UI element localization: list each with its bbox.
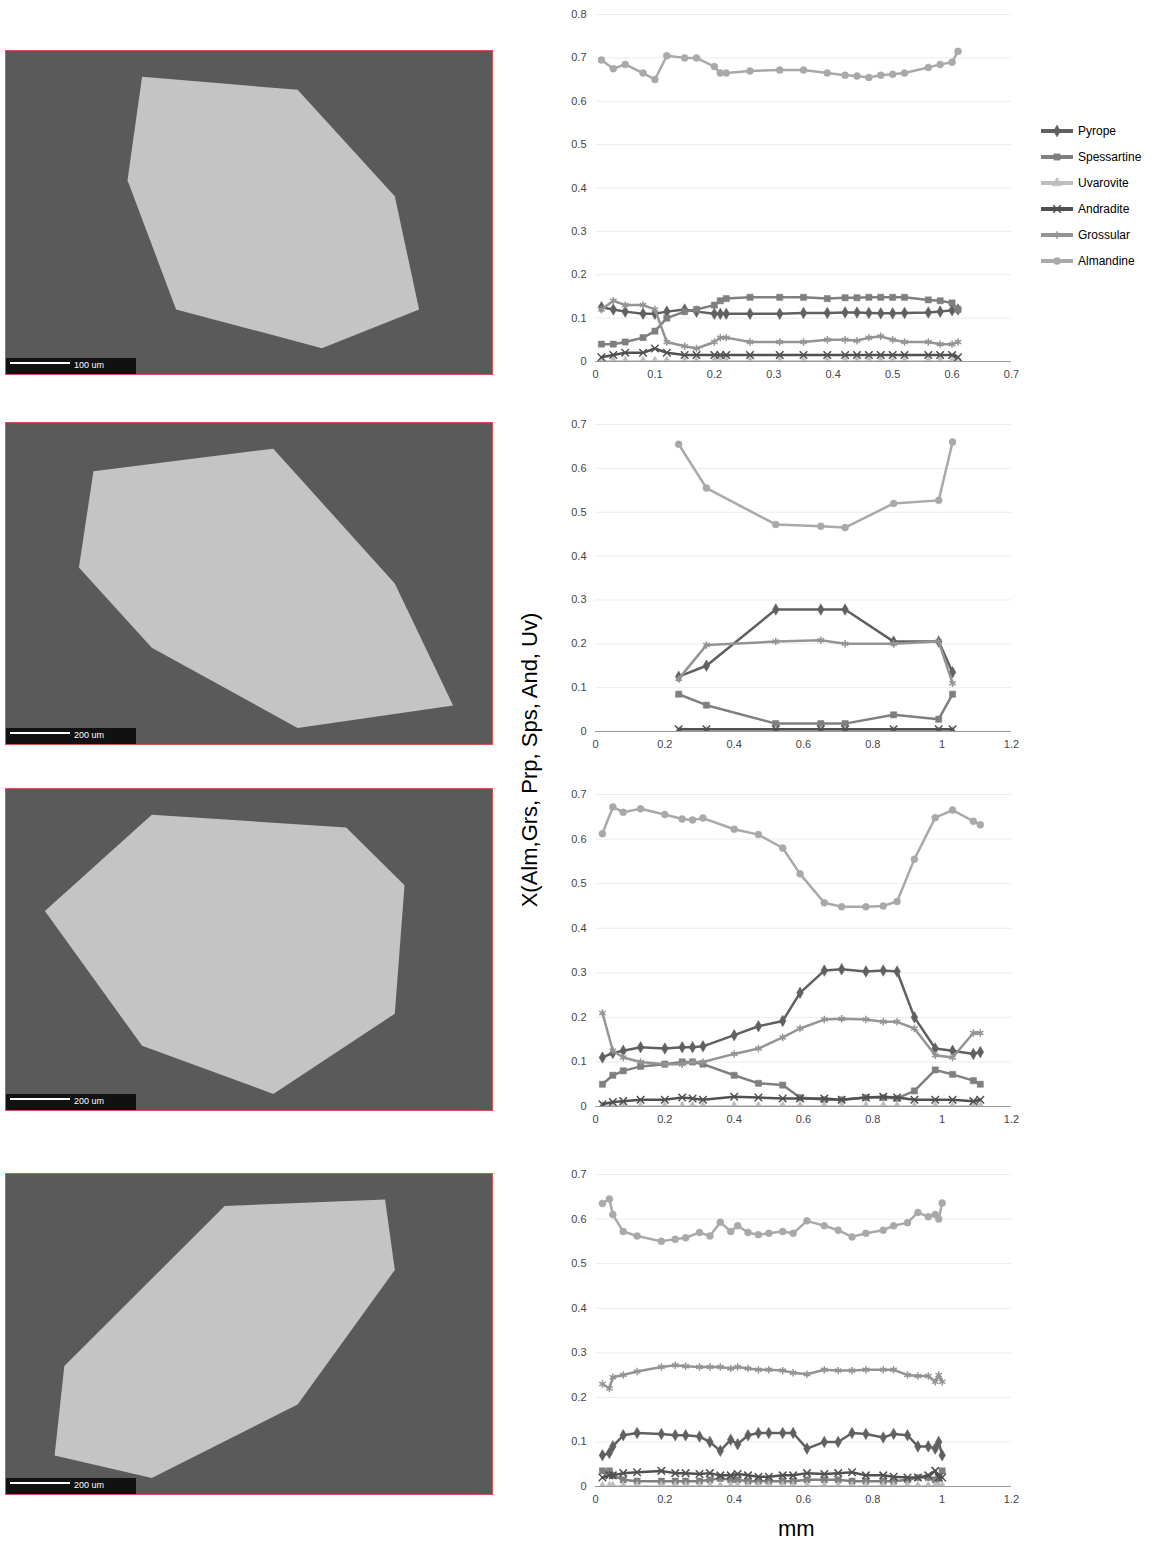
svg-text:0.1: 0.1 <box>571 681 586 693</box>
svg-text:0.4: 0.4 <box>727 738 742 750</box>
svg-text:0.6: 0.6 <box>571 833 586 845</box>
svg-text:0.3: 0.3 <box>571 593 586 605</box>
html-text:100 um: 100 um <box>74 360 104 370</box>
svg-text:0: 0 <box>580 1480 586 1492</box>
svg-text:0.4: 0.4 <box>571 922 586 934</box>
svg-text:1: 1 <box>939 738 945 750</box>
html-text:200 um: 200 um <box>74 1480 104 1490</box>
svg-text:0.6: 0.6 <box>944 368 959 380</box>
svg-text:0.4: 0.4 <box>571 550 586 562</box>
svg-text:0.2: 0.2 <box>571 1391 586 1403</box>
svg-text:0: 0 <box>592 738 598 750</box>
svg-text:0.6: 0.6 <box>571 462 586 474</box>
svg-text:0.2: 0.2 <box>657 1493 672 1505</box>
html-text:X(Alm,Grs, Prp, Sps, And, Uv): X(Alm,Grs, Prp, Sps, And, Uv) <box>517 612 542 908</box>
svg-text:0.5: 0.5 <box>571 138 586 150</box>
svg-text:0.8: 0.8 <box>865 1113 880 1125</box>
svg-text:0.6: 0.6 <box>796 1493 811 1505</box>
svg-text:0.1: 0.1 <box>571 1055 586 1067</box>
svg-text:0: 0 <box>580 725 586 737</box>
svg-text:0.2: 0.2 <box>657 1113 672 1125</box>
html-text:Grossular: Grossular <box>1078 228 1130 242</box>
html-text:Almandine: Almandine <box>1078 254 1135 268</box>
svg-text:1.2: 1.2 <box>1004 738 1019 750</box>
svg-text:0.4: 0.4 <box>571 1302 586 1314</box>
svg-text:0.1: 0.1 <box>571 1435 586 1447</box>
svg-text:0.1: 0.1 <box>571 312 586 324</box>
svg-text:0.2: 0.2 <box>707 368 722 380</box>
html-text:Spessartine: Spessartine <box>1078 150 1142 164</box>
html-text:200 um: 200 um <box>74 730 104 740</box>
html-text:Andradite: Andradite <box>1078 202 1130 216</box>
svg-text:0.3: 0.3 <box>766 368 781 380</box>
svg-text:0.2: 0.2 <box>571 268 586 280</box>
svg-text:0: 0 <box>592 1113 598 1125</box>
svg-text:0.7: 0.7 <box>571 418 586 430</box>
svg-text:0.6: 0.6 <box>571 1213 586 1225</box>
svg-text:1.2: 1.2 <box>1004 1113 1019 1125</box>
svg-text:0.7: 0.7 <box>571 788 586 800</box>
svg-text:0.4: 0.4 <box>727 1113 742 1125</box>
svg-text:0.7: 0.7 <box>1004 368 1019 380</box>
svg-text:0.6: 0.6 <box>796 738 811 750</box>
svg-text:0.5: 0.5 <box>571 1257 586 1269</box>
svg-text:0: 0 <box>592 1493 598 1505</box>
svg-text:0.5: 0.5 <box>571 877 586 889</box>
svg-text:0.6: 0.6 <box>571 95 586 107</box>
svg-text:0.7: 0.7 <box>571 1168 586 1180</box>
svg-text:0.4: 0.4 <box>727 1493 742 1505</box>
svg-text:0.2: 0.2 <box>657 738 672 750</box>
svg-text:1.2: 1.2 <box>1004 1493 1019 1505</box>
svg-text:0.2: 0.2 <box>571 1011 586 1023</box>
svg-text:1: 1 <box>939 1113 945 1125</box>
svg-text:0.2: 0.2 <box>571 637 586 649</box>
svg-text:0: 0 <box>592 368 598 380</box>
svg-text:0.5: 0.5 <box>885 368 900 380</box>
svg-text:0.4: 0.4 <box>571 182 586 194</box>
svg-text:0.6: 0.6 <box>796 1113 811 1125</box>
html-text:mm: mm <box>778 1516 815 1541</box>
svg-text:0.7: 0.7 <box>571 51 586 63</box>
html-text:Uvarovite: Uvarovite <box>1078 176 1129 190</box>
svg-text:0.8: 0.8 <box>865 738 880 750</box>
svg-text:0.3: 0.3 <box>571 225 586 237</box>
svg-text:0.8: 0.8 <box>571 8 586 20</box>
svg-text:0: 0 <box>580 355 586 367</box>
svg-text:0.8: 0.8 <box>865 1493 880 1505</box>
svg-text:0.3: 0.3 <box>571 966 586 978</box>
svg-text:0.4: 0.4 <box>826 368 841 380</box>
svg-text:0: 0 <box>580 1100 586 1112</box>
svg-text:1: 1 <box>939 1493 945 1505</box>
html-text:Pyrope: Pyrope <box>1078 124 1116 138</box>
svg-text:0.3: 0.3 <box>571 1346 586 1358</box>
svg-text:0.5: 0.5 <box>571 506 586 518</box>
html-text:200 um: 200 um <box>74 1096 104 1106</box>
svg-text:0.1: 0.1 <box>647 368 662 380</box>
